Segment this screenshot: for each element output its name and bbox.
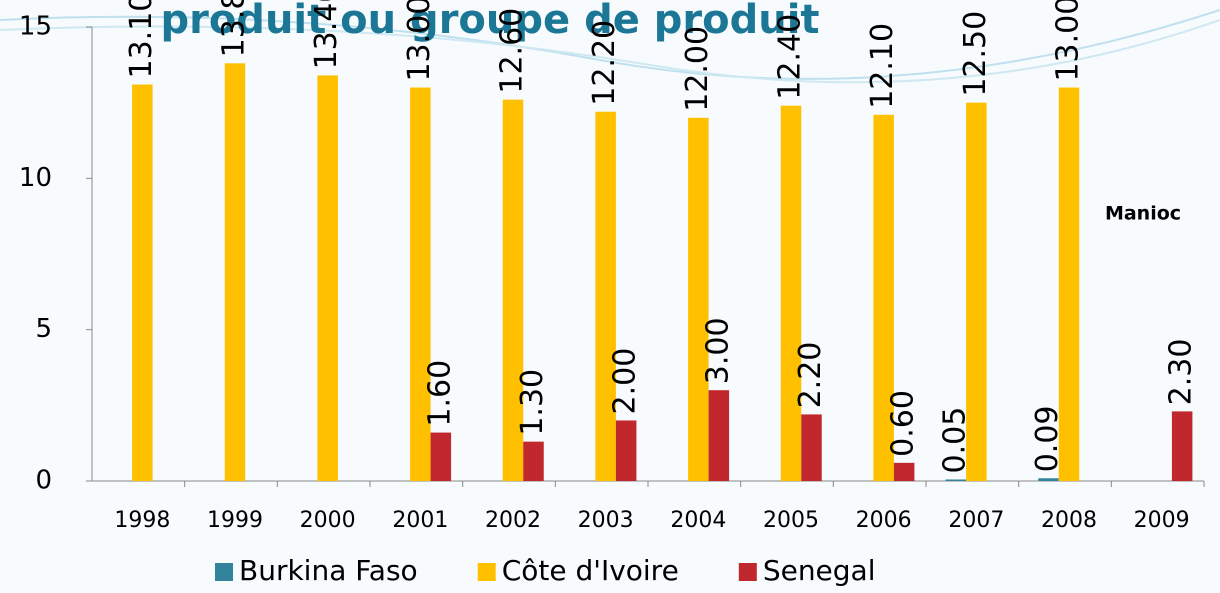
data-label: 2.00 — [608, 348, 643, 415]
y-tick-label: 15 — [19, 12, 52, 42]
x-tick-label: 2006 — [856, 508, 912, 533]
bar — [616, 420, 637, 481]
x-tick-label: 1998 — [114, 508, 170, 533]
data-label: 12.40 — [773, 14, 808, 100]
x-tick-label: 2002 — [485, 508, 541, 533]
x-tick-label: 2009 — [1134, 508, 1190, 533]
bar — [1038, 478, 1059, 481]
x-tick-label: 2005 — [763, 508, 819, 533]
bar — [225, 63, 246, 481]
data-label: 13.10 — [124, 0, 159, 79]
data-label: 13.80 — [217, 0, 252, 57]
bar — [709, 390, 730, 481]
chart-title: produit ou groupe de produit — [160, 0, 819, 43]
data-label: 1.60 — [422, 360, 457, 427]
y-tick-label: 5 — [35, 314, 52, 344]
data-label: 12.20 — [587, 20, 622, 106]
data-label: 12.50 — [958, 11, 993, 97]
bar — [688, 118, 709, 481]
data-label: 1.30 — [515, 369, 550, 436]
x-tick-label: 2000 — [300, 508, 356, 533]
bar — [595, 112, 616, 481]
bar — [894, 463, 915, 481]
y-tick-label: 0 — [35, 466, 52, 496]
y-tick-label: 10 — [19, 163, 52, 193]
bar — [523, 442, 544, 481]
bar — [1059, 88, 1080, 481]
x-tick-label: 2004 — [670, 508, 726, 533]
data-label: 13.00 — [1051, 0, 1086, 82]
annotation: Manioc — [1105, 203, 1181, 225]
data-label: 13.00 — [402, 0, 437, 82]
legend-label: Senegal — [763, 554, 876, 587]
x-tick-label: 2001 — [392, 508, 448, 533]
x-tick-label: 1999 — [207, 508, 263, 533]
x-tick-label: 2008 — [1041, 508, 1097, 533]
legend-swatch — [478, 563, 496, 581]
data-label: 12.60 — [495, 8, 530, 94]
legend-swatch — [739, 563, 757, 581]
data-label: 12.00 — [680, 26, 715, 112]
bar — [946, 479, 967, 481]
data-label: 2.30 — [1164, 339, 1199, 406]
bar — [431, 433, 452, 481]
x-tick-label: 2003 — [578, 508, 634, 533]
data-label: 12.10 — [865, 23, 900, 109]
data-label: 2.20 — [793, 342, 828, 409]
legend-label: Côte d'Ivoire — [502, 554, 679, 587]
bar — [1172, 411, 1193, 481]
bar — [132, 85, 153, 481]
x-tick-label: 2007 — [948, 508, 1004, 533]
bar — [781, 106, 802, 481]
data-label: 13.40 — [309, 0, 344, 69]
bar — [966, 103, 987, 481]
legend-label: Burkina Faso — [239, 554, 418, 587]
bar — [317, 75, 338, 481]
legend-swatch — [215, 563, 233, 581]
chart: produit ou groupe de produit Manioc 0 5 10… — [0, 0, 1220, 593]
data-label: 3.00 — [700, 317, 735, 384]
bar — [801, 414, 822, 481]
data-label: 0.60 — [886, 390, 921, 457]
